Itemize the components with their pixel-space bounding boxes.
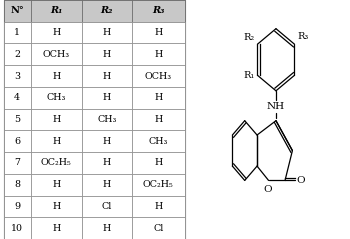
Text: 10: 10 bbox=[11, 224, 23, 233]
FancyBboxPatch shape bbox=[30, 22, 82, 43]
Text: NH: NH bbox=[267, 102, 285, 111]
Text: H: H bbox=[52, 224, 61, 233]
FancyBboxPatch shape bbox=[30, 43, 82, 65]
FancyBboxPatch shape bbox=[30, 109, 82, 130]
FancyBboxPatch shape bbox=[82, 0, 132, 22]
Text: Cl: Cl bbox=[102, 202, 112, 211]
Text: R₁: R₁ bbox=[50, 6, 62, 15]
FancyBboxPatch shape bbox=[82, 109, 132, 130]
FancyBboxPatch shape bbox=[4, 196, 30, 217]
Text: H: H bbox=[103, 50, 111, 59]
FancyBboxPatch shape bbox=[4, 22, 30, 43]
FancyBboxPatch shape bbox=[30, 65, 82, 87]
FancyBboxPatch shape bbox=[132, 0, 185, 22]
Text: H: H bbox=[154, 202, 162, 211]
FancyBboxPatch shape bbox=[4, 130, 30, 152]
Text: H: H bbox=[103, 224, 111, 233]
FancyBboxPatch shape bbox=[30, 174, 82, 196]
FancyBboxPatch shape bbox=[4, 152, 30, 174]
Text: O: O bbox=[296, 176, 305, 185]
Text: 4: 4 bbox=[14, 93, 20, 102]
FancyBboxPatch shape bbox=[82, 87, 132, 109]
FancyBboxPatch shape bbox=[132, 43, 185, 65]
FancyBboxPatch shape bbox=[4, 217, 30, 239]
FancyBboxPatch shape bbox=[4, 174, 30, 196]
FancyBboxPatch shape bbox=[30, 196, 82, 217]
Text: H: H bbox=[103, 180, 111, 189]
Text: R₃: R₃ bbox=[152, 6, 164, 15]
FancyBboxPatch shape bbox=[82, 43, 132, 65]
FancyBboxPatch shape bbox=[82, 174, 132, 196]
FancyBboxPatch shape bbox=[4, 87, 30, 109]
Text: 2: 2 bbox=[14, 50, 20, 59]
Text: CH₃: CH₃ bbox=[47, 93, 66, 102]
Text: 5: 5 bbox=[14, 115, 20, 124]
FancyBboxPatch shape bbox=[132, 109, 185, 130]
Text: H: H bbox=[52, 202, 61, 211]
Text: H: H bbox=[103, 158, 111, 168]
Text: H: H bbox=[103, 93, 111, 102]
Text: CH₃: CH₃ bbox=[149, 137, 168, 146]
FancyBboxPatch shape bbox=[30, 130, 82, 152]
Text: H: H bbox=[52, 71, 61, 81]
FancyBboxPatch shape bbox=[4, 109, 30, 130]
FancyBboxPatch shape bbox=[82, 196, 132, 217]
FancyBboxPatch shape bbox=[132, 65, 185, 87]
Text: H: H bbox=[154, 115, 162, 124]
Text: 1: 1 bbox=[14, 28, 20, 37]
Text: 9: 9 bbox=[14, 202, 20, 211]
FancyBboxPatch shape bbox=[132, 22, 185, 43]
Text: H: H bbox=[154, 50, 162, 59]
Text: H: H bbox=[103, 137, 111, 146]
Text: 8: 8 bbox=[14, 180, 20, 189]
Text: 3: 3 bbox=[14, 71, 20, 81]
FancyBboxPatch shape bbox=[82, 217, 132, 239]
FancyBboxPatch shape bbox=[4, 65, 30, 87]
Text: H: H bbox=[154, 158, 162, 168]
FancyBboxPatch shape bbox=[132, 196, 185, 217]
Text: R₁: R₁ bbox=[244, 71, 255, 80]
FancyBboxPatch shape bbox=[132, 174, 185, 196]
FancyBboxPatch shape bbox=[82, 152, 132, 174]
Text: H: H bbox=[52, 28, 61, 37]
FancyBboxPatch shape bbox=[4, 43, 30, 65]
Text: OCH₃: OCH₃ bbox=[43, 50, 70, 59]
Text: OCH₃: OCH₃ bbox=[145, 71, 172, 81]
Text: OC₂H₅: OC₂H₅ bbox=[41, 158, 72, 168]
FancyBboxPatch shape bbox=[132, 152, 185, 174]
Text: Cl: Cl bbox=[153, 224, 163, 233]
Text: 7: 7 bbox=[14, 158, 20, 168]
FancyBboxPatch shape bbox=[30, 0, 82, 22]
Text: H: H bbox=[52, 180, 61, 189]
FancyBboxPatch shape bbox=[132, 217, 185, 239]
Text: O: O bbox=[264, 185, 272, 194]
Text: R₂: R₂ bbox=[244, 33, 255, 42]
Text: H: H bbox=[52, 137, 61, 146]
FancyBboxPatch shape bbox=[4, 0, 30, 22]
Text: N°: N° bbox=[10, 6, 24, 15]
FancyBboxPatch shape bbox=[30, 217, 82, 239]
FancyBboxPatch shape bbox=[30, 87, 82, 109]
FancyBboxPatch shape bbox=[132, 130, 185, 152]
Text: 6: 6 bbox=[14, 137, 20, 146]
Text: H: H bbox=[154, 93, 162, 102]
Text: OC₂H₅: OC₂H₅ bbox=[143, 180, 174, 189]
FancyBboxPatch shape bbox=[82, 22, 132, 43]
FancyBboxPatch shape bbox=[82, 65, 132, 87]
Text: H: H bbox=[103, 28, 111, 37]
Text: H: H bbox=[154, 28, 162, 37]
Text: H: H bbox=[52, 115, 61, 124]
FancyBboxPatch shape bbox=[30, 152, 82, 174]
Text: H: H bbox=[103, 71, 111, 81]
FancyBboxPatch shape bbox=[132, 87, 185, 109]
Text: R₃: R₃ bbox=[297, 32, 308, 41]
Text: CH₃: CH₃ bbox=[97, 115, 117, 124]
FancyBboxPatch shape bbox=[82, 130, 132, 152]
Text: R₂: R₂ bbox=[101, 6, 113, 15]
